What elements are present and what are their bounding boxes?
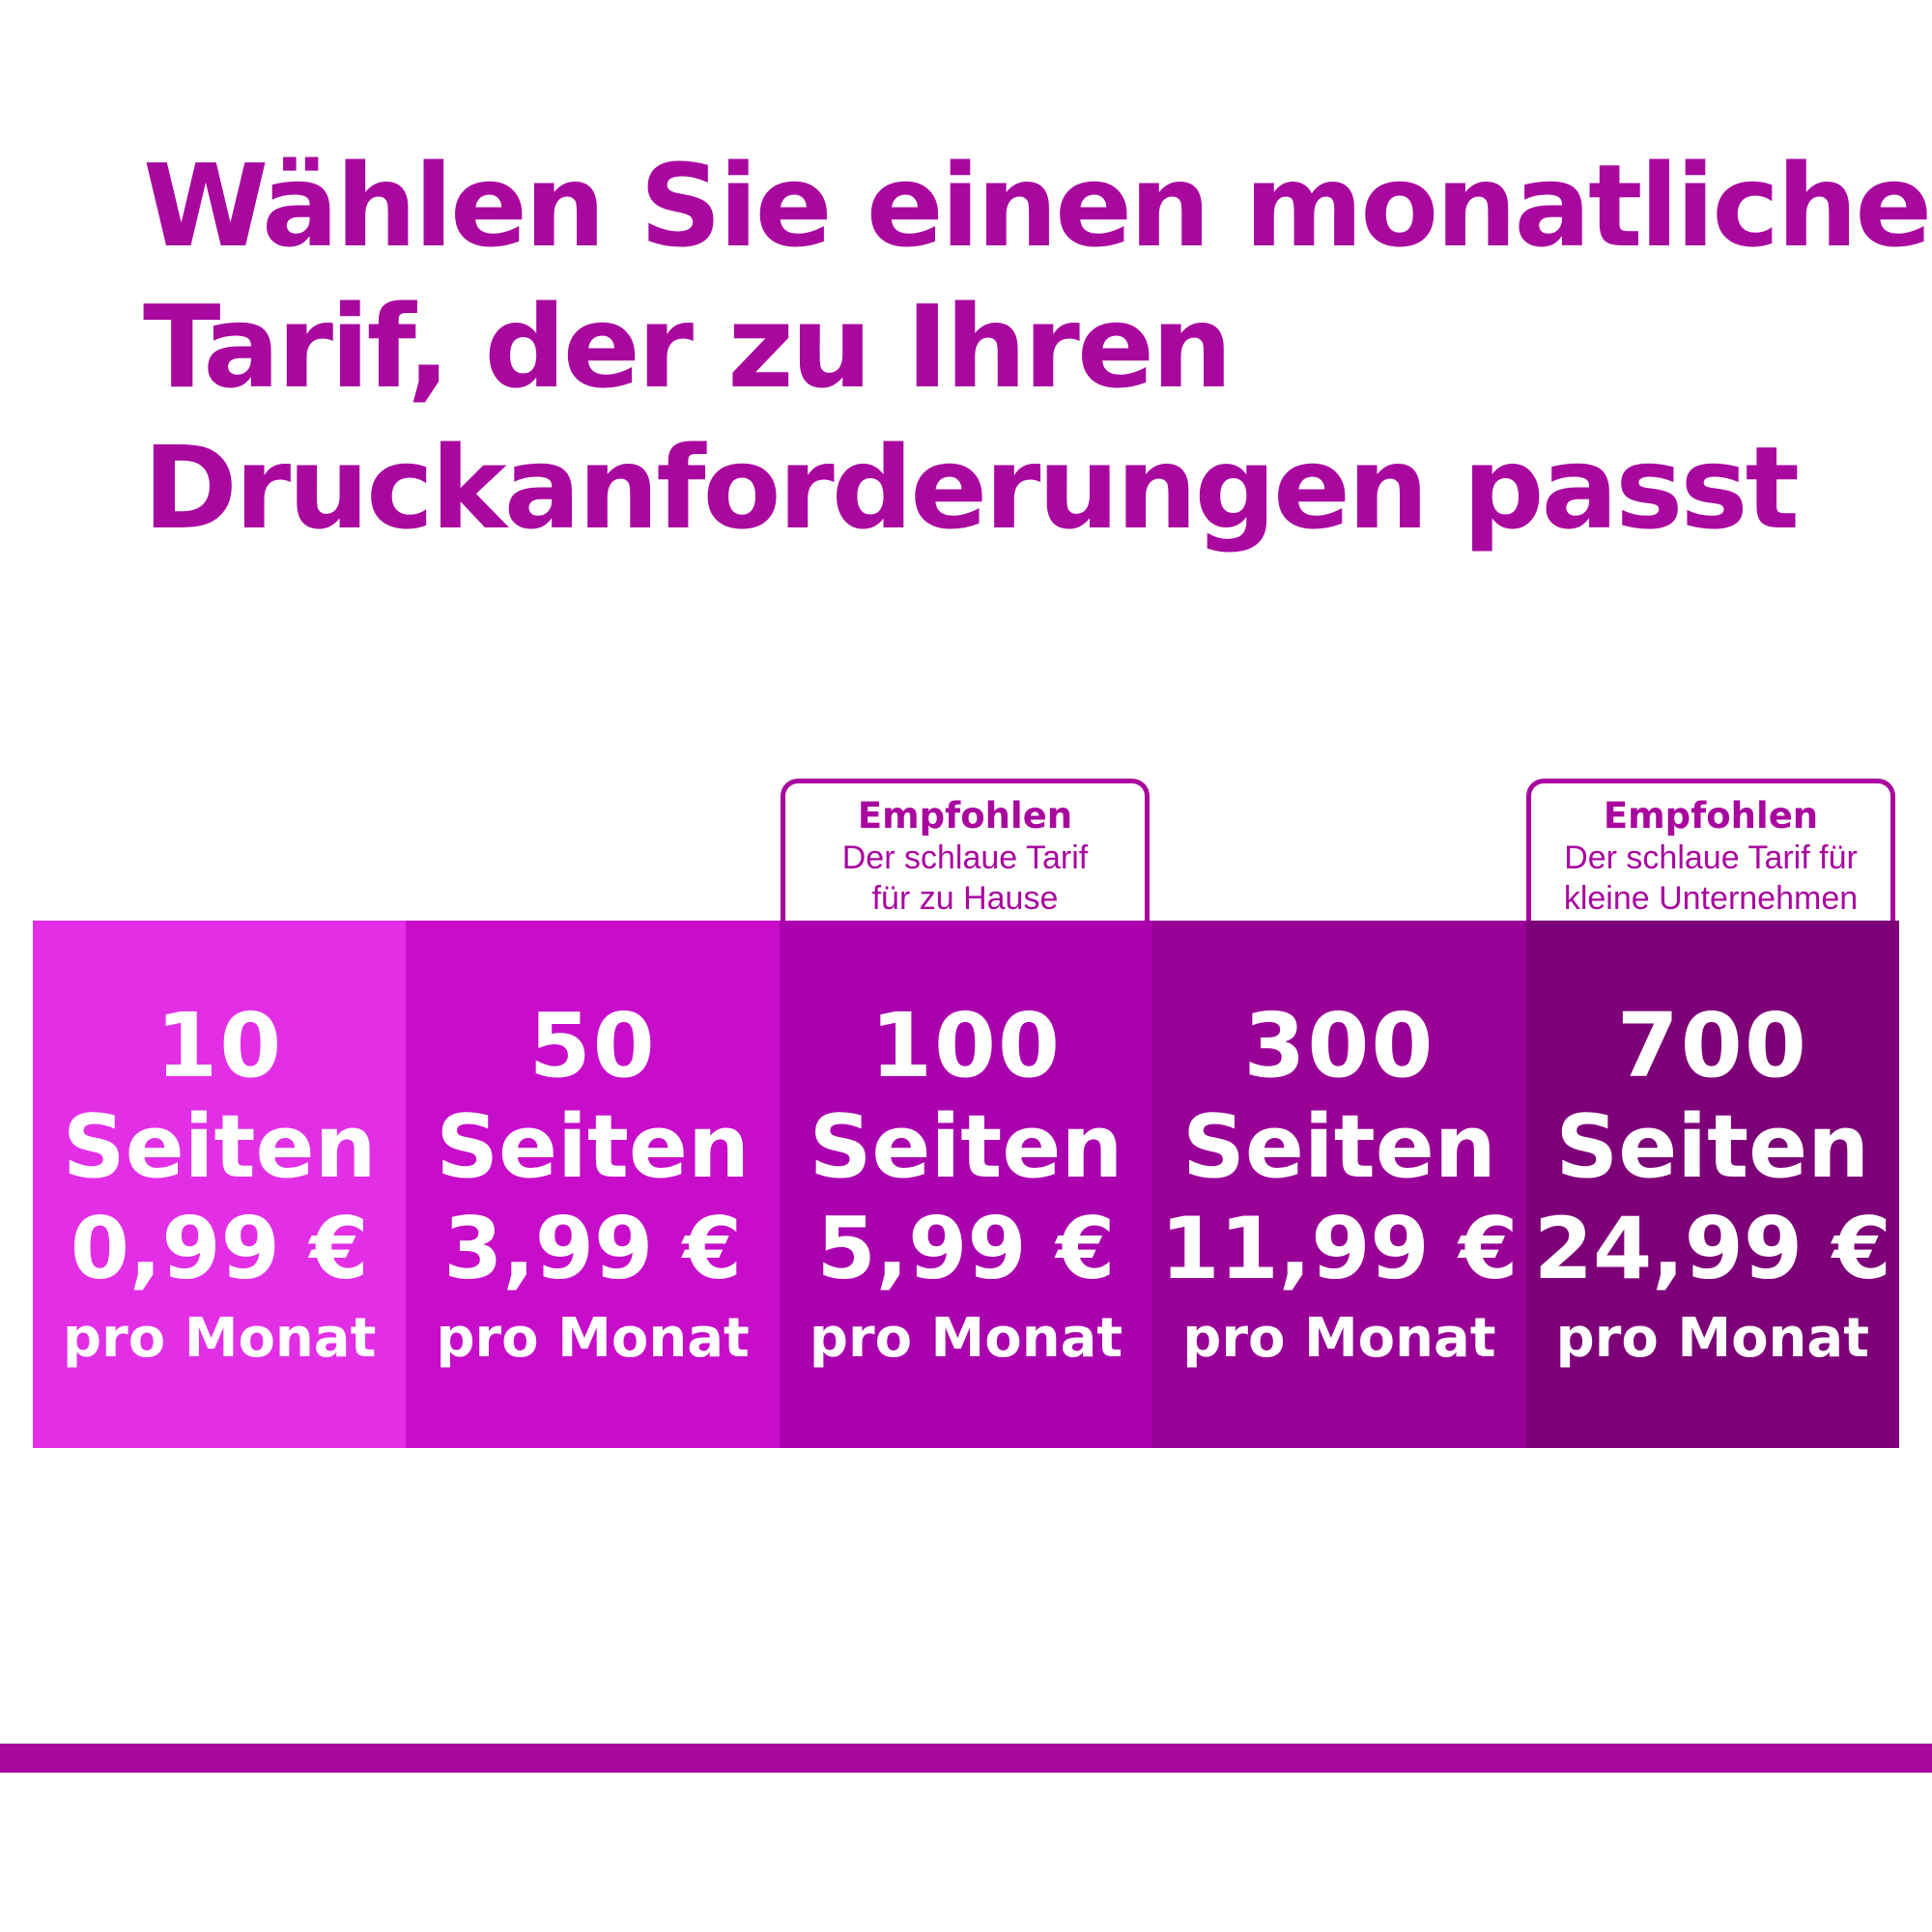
page-title: Wählen Sie einen monatlichen Tarif, der … (143, 135, 1932, 558)
plan-billing-period: pro Monat (1555, 1307, 1869, 1370)
recommended-badge-business: Empfohlen Der schlaue Tarif für kleine U… (1526, 779, 1895, 924)
plan-card-100-pages[interactable]: 100 Seiten 5,99 € pro Monat (779, 921, 1153, 1448)
plan-price: 24,99 € (1533, 1199, 1891, 1298)
badge-description-line-1: Der schlaue Tarif für (1564, 839, 1858, 876)
plan-price: 0,99 € (70, 1199, 369, 1298)
badge-description-line-2: kleine Unternehmen (1563, 880, 1859, 917)
plan-page-unit: Seiten (1555, 1096, 1870, 1198)
badge-description-line-1: Der schlaue Tarif (841, 839, 1089, 876)
plan-billing-period: pro Monat (809, 1307, 1123, 1370)
plan-card-50-pages[interactable]: 50 Seiten 3,99 € pro Monat (406, 921, 780, 1448)
plan-price: 11,99 € (1160, 1199, 1519, 1298)
plan-price: 5,99 € (816, 1199, 1116, 1298)
plan-page-unit: Seiten (809, 1096, 1123, 1198)
badge-title: Empfohlen (857, 795, 1073, 837)
plan-page-unit: Seiten (1182, 1096, 1496, 1198)
plan-page-unit: Seiten (62, 1096, 377, 1198)
plan-page-count: 700 (1616, 994, 1808, 1097)
plan-selector: 10 Seiten 0,99 € pro Monat 50 Seiten 3,9… (33, 921, 1900, 1448)
title-line-3: Druckanforderungen passt (143, 421, 1800, 554)
title-line-2: Tarif, der zu Ihren (143, 280, 1233, 413)
plan-card-700-pages[interactable]: 700 Seiten 24,99 € pro Monat (1525, 921, 1900, 1448)
plan-billing-period: pro Monat (436, 1307, 750, 1370)
title-line-1: Wählen Sie einen monatlichen (143, 139, 1932, 272)
badge-description-line-2: für zu Hause (871, 880, 1059, 917)
badge-title: Empfohlen (1603, 795, 1819, 837)
plan-page-count: 10 (156, 994, 284, 1097)
plan-billing-period: pro Monat (1182, 1307, 1496, 1370)
plan-page-unit: Seiten (436, 1096, 751, 1198)
footer-divider (0, 1744, 1932, 1773)
plan-price: 3,99 € (443, 1199, 743, 1298)
plan-card-300-pages[interactable]: 300 Seiten 11,99 € pro Monat (1152, 921, 1526, 1448)
recommended-badge-home: Empfohlen Der schlaue Tarif für zu Hause (781, 779, 1150, 924)
plan-page-count: 50 (528, 994, 657, 1097)
plan-billing-period: pro Monat (63, 1307, 377, 1370)
plan-card-10-pages[interactable]: 10 Seiten 0,99 € pro Monat (33, 921, 407, 1448)
plan-page-count: 300 (1243, 994, 1435, 1097)
plan-page-count: 100 (869, 994, 1063, 1097)
